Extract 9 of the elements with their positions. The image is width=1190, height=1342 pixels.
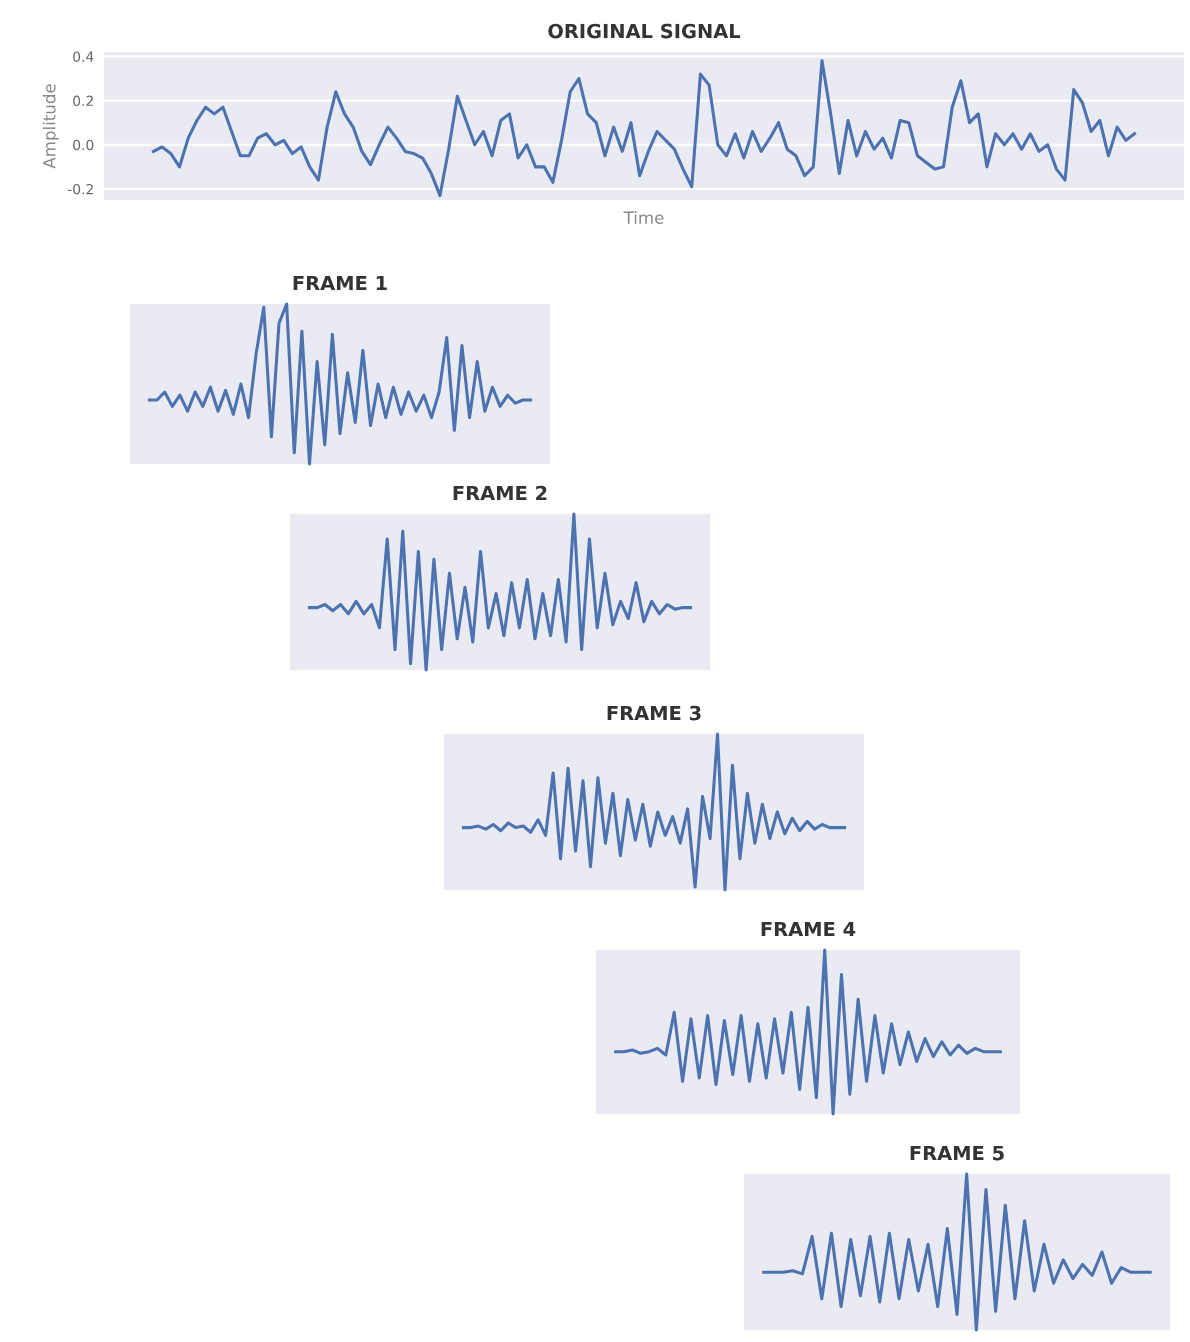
chart-title: FRAME 2 xyxy=(453,485,547,501)
chart-title: FRAME 3 xyxy=(607,705,701,721)
chart-title: FRAME 1 xyxy=(293,275,387,291)
x-axis-title: Time xyxy=(623,211,664,225)
line-series xyxy=(151,59,1137,198)
y-axis-title: Amplitude xyxy=(42,84,59,169)
chart-title: FRAME 4 xyxy=(761,921,856,937)
chart-title: ORIGINAL SIGNAL xyxy=(548,23,741,39)
chart-title: FRAME 5 xyxy=(910,1145,1004,1161)
